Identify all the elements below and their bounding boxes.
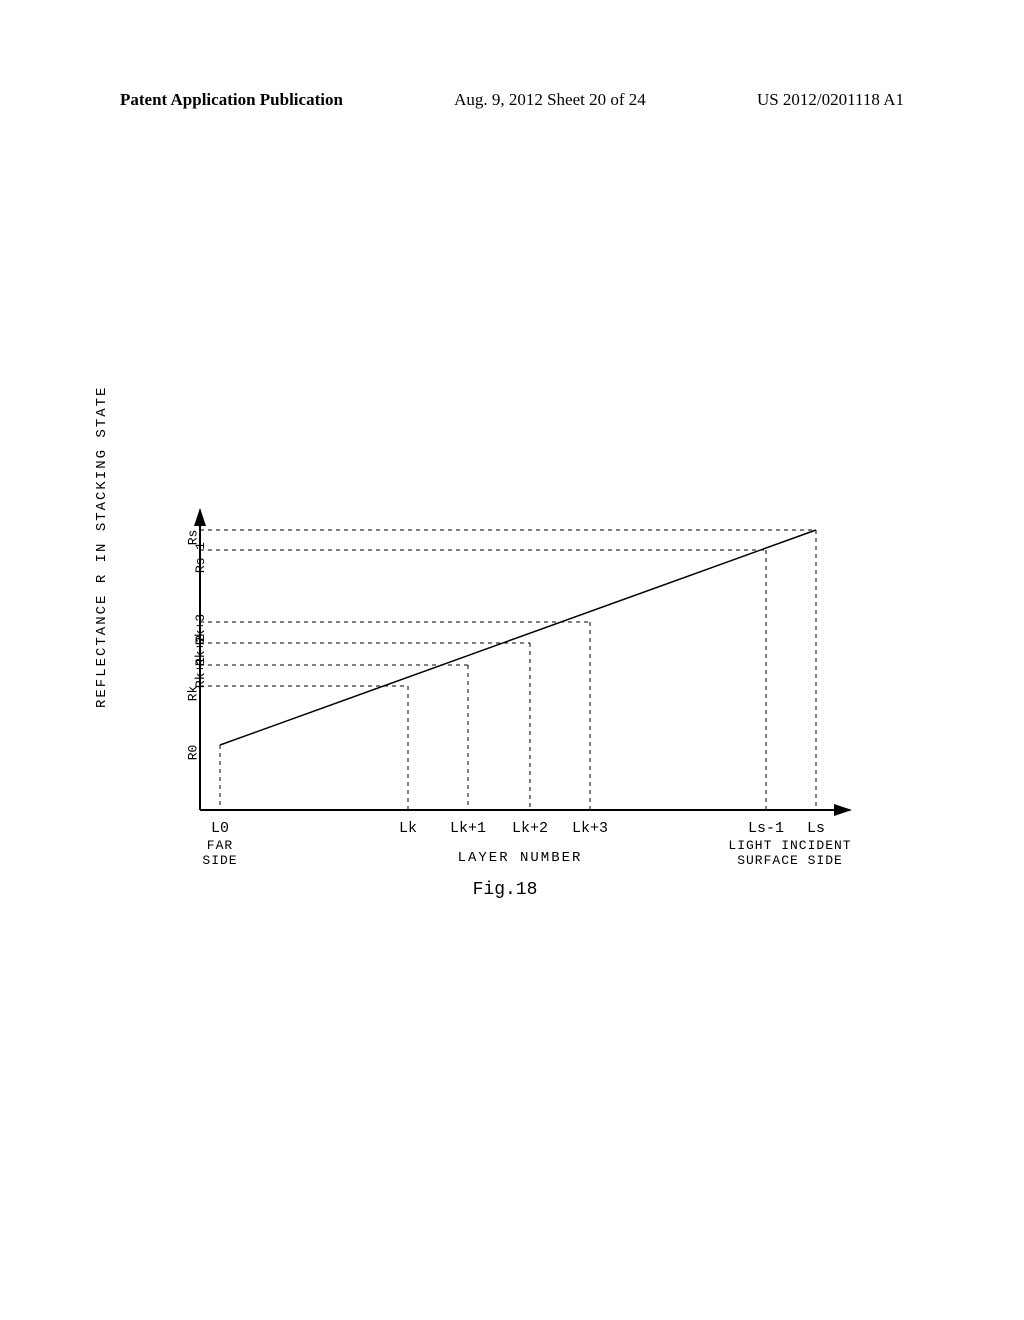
x-axis-title: LAYER NUMBER <box>458 850 583 866</box>
header-right-text: US 2012/0201118 A1 <box>757 90 904 110</box>
x-tick-Lk: Lk <box>399 820 417 837</box>
y-tick-Rs1: Rs-1 <box>193 542 208 573</box>
header-left-text: Patent Application Publication <box>120 90 343 110</box>
x-subtitle-far: FARSIDE <box>202 838 237 868</box>
x-tick-Ls1: Ls-1 <box>748 820 784 837</box>
x-tick-Lk1: Lk+1 <box>450 820 486 837</box>
x-subtitle-light: LIGHT INCIDENTSURFACE SIDE <box>728 838 851 868</box>
chart-container: REFLECTANCE R IN STACKING STATE R0 Rk Rk… <box>130 500 880 940</box>
chart-svg <box>130 500 880 940</box>
header-center-text: Aug. 9, 2012 Sheet 20 of 24 <box>454 90 646 110</box>
y-axis-title: REFLECTANCE R IN STACKING STATE <box>94 386 110 708</box>
y-tick-Rs: Rs <box>185 530 200 546</box>
data-line <box>220 530 816 745</box>
x-tick-Lk3: Lk+3 <box>572 820 608 837</box>
y-tick-Rk3: Rk+3 <box>193 614 208 645</box>
x-tick-Ls: Ls <box>807 820 825 837</box>
x-tick-Lk2: Lk+2 <box>512 820 548 837</box>
page-header: Patent Application Publication Aug. 9, 2… <box>0 90 1024 110</box>
figure-label: Fig.18 <box>473 880 538 900</box>
y-tick-R0: R0 <box>185 745 200 761</box>
x-tick-L0: L0 <box>211 820 229 837</box>
